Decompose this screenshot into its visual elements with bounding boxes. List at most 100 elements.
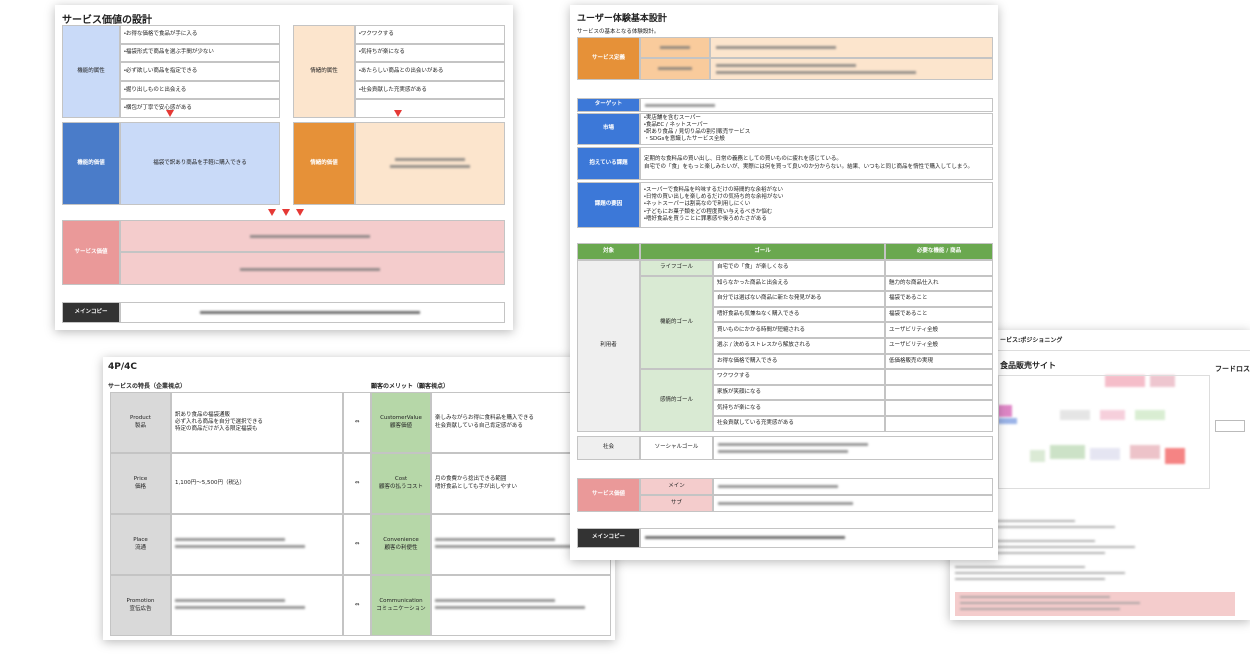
feature: ユーザビリティ全般 — [885, 322, 993, 338]
feature — [885, 416, 993, 432]
frame — [998, 375, 1210, 489]
cell-text: 特定の商品だけが入る限定福袋も — [175, 426, 258, 433]
cell-text: 顧客の払うコスト — [378, 483, 423, 490]
cell-text: 情緒的属性 — [310, 67, 338, 74]
blurred-text — [718, 502, 853, 505]
value — [713, 478, 993, 495]
cell-text: ユーザビリティ全般 — [889, 326, 939, 333]
blurred-text — [390, 165, 470, 168]
cell-text: 製品 — [134, 422, 146, 429]
cell-text: メインコピー — [74, 308, 108, 315]
divider — [950, 350, 1250, 351]
blurred-text — [955, 546, 1135, 548]
goal: 家族が笑顔になる — [713, 384, 885, 401]
blurred-text — [960, 608, 1120, 610]
cell-text: ・SDGsを意識したサービス全般 — [644, 136, 725, 143]
blurred-text — [240, 268, 380, 271]
blurred-text — [395, 158, 465, 161]
cell-text: 福袋であること — [889, 311, 928, 318]
four-p-sheet: 4P/4C サービスの特長（企業視点） 顧客のメリット（顧客視点） Product 製品… — [103, 357, 615, 640]
blurred-text — [200, 311, 420, 314]
arrow-down — [166, 110, 174, 117]
cell-text: ライフゴール — [659, 264, 693, 271]
blurred-text — [435, 545, 585, 548]
c-label: Convenience 顧客の利便性 — [371, 514, 431, 575]
attribute: ・必ず欲しい商品を指定できる — [120, 62, 280, 81]
label: 抱えている課題 — [577, 147, 640, 180]
cell-text: 抱えている課題 — [589, 159, 628, 166]
blurred-text — [955, 526, 1115, 528]
cell-text: ・訳あり食品 / 見切り品の割引販売サービス — [644, 129, 751, 135]
blurred-text — [716, 71, 916, 74]
label: 機能的属性 — [62, 25, 120, 118]
blurred-text — [1090, 448, 1120, 460]
goal-label: ライフゴール — [640, 260, 713, 276]
blurred-text — [435, 606, 585, 609]
label: 情緒的価値 — [293, 122, 355, 205]
cell-text: ・日常の買い出しを楽しめるだけの気持ち的な余裕がない — [644, 194, 784, 201]
cell-text: 自分では選ばない商品に新たな発見がある — [717, 295, 822, 302]
goal: ワクワクする — [713, 369, 885, 385]
feature: 魅力的な商品仕入れ — [885, 275, 993, 292]
cell-text: ・福袋形式で商品を選ぶ手間が少ない — [124, 49, 214, 56]
blurred-text — [960, 602, 1140, 604]
blurred-text — [435, 599, 555, 602]
cell-text: 顧客価値 — [389, 422, 412, 429]
goal: 気持ちが楽になる — [713, 400, 885, 416]
arrow: ⇔ — [343, 453, 371, 514]
c-text — [431, 575, 611, 636]
attribute: ・ワクワクする — [355, 25, 505, 44]
sheet-title: サービス価値の設計 — [62, 15, 152, 26]
cell-text: 機能的ゴール — [659, 318, 693, 325]
feature: 低価格販売の実現 — [885, 353, 993, 370]
cell-text: 機能的価値 — [77, 159, 105, 166]
arrow-down — [394, 110, 402, 117]
ux-sheet: ユーザー体験基本設計 サービスの基本となる体験設計。 サービス定義 ターゲット 市場 ・実… — [570, 5, 998, 560]
blurred-text — [955, 552, 1105, 554]
sheet-title: 4P/4C — [108, 362, 138, 372]
cell-text: お得な価格で購入できる — [717, 357, 778, 364]
cell-text: ・スーパーで食料品を吟味するだけの時間的な余裕がない — [644, 187, 783, 194]
cell-text: 買いものにかかる時間が短縮される — [717, 326, 806, 333]
cell-text: 価格 — [134, 483, 146, 490]
label: 機能的価値 — [62, 122, 120, 205]
label: 市場 — [577, 113, 640, 145]
attribute: ・気持ちが楽になる — [355, 43, 505, 63]
arrow-down — [282, 209, 290, 216]
cell-text: ・気持ちが楽になる — [359, 49, 405, 56]
button — [1215, 420, 1245, 432]
label: サービス価値 — [62, 220, 120, 285]
cell-text: 福袋で訳あり商品を手軽に購入できる — [153, 159, 247, 166]
cell-text: 課題の要因 — [594, 201, 623, 208]
cell-text: メイン — [668, 482, 685, 489]
feature: ユーザビリティ全般 — [885, 338, 993, 354]
cell-text: ・必ず欲しい商品を指定できる — [124, 67, 198, 74]
cell-text: ユーザビリティ全般 — [889, 342, 939, 349]
cell-text: 利用者 — [600, 342, 617, 349]
feature: 福袋であること — [885, 306, 993, 323]
attribute: ・福袋形式で商品を選ぶ手間が少ない — [120, 43, 280, 63]
cell-text: 宣伝広告 — [129, 605, 152, 612]
value: 福袋で訳あり商品を手軽に購入できる — [120, 122, 280, 205]
cell-text: ソーシャルゴール — [654, 444, 699, 451]
blurred-text — [718, 443, 868, 446]
blurred-text — [718, 450, 848, 453]
goal: 自分では選ばない商品に新たな発見がある — [713, 291, 885, 307]
p-text: 訳あり食品の福袋通販 必ず入れる商品を自分で選択できる 特定の商品だけが入る限定福袋… — [171, 392, 343, 453]
cell-text: ・実店舗を含むスーパー — [644, 114, 701, 121]
blurred-text — [960, 596, 1110, 598]
attribute: ・お得な価格で食品が手に入る — [120, 25, 280, 44]
blurred-text — [718, 485, 838, 488]
feature — [885, 260, 993, 276]
cell-text: 嗜好食品としても手が出しやすい — [435, 483, 518, 490]
goal: 嗜好食品も気兼ねなく購入できる — [713, 306, 885, 323]
cell-text: ⇔ — [354, 540, 360, 547]
cell-text: 魅力的な商品仕入れ — [889, 279, 939, 286]
sub-label: メイン — [640, 478, 713, 495]
table-header: 必要な機能 / 商品 — [885, 243, 993, 260]
cell-text: 1,100円〜5,500円（税込） — [175, 479, 245, 486]
blurred-text — [175, 538, 285, 541]
column-header: 顧客のメリット（顧客視点） — [371, 383, 450, 390]
cell-text: 選ぶ / 決めるストレスから解放される — [717, 342, 811, 349]
